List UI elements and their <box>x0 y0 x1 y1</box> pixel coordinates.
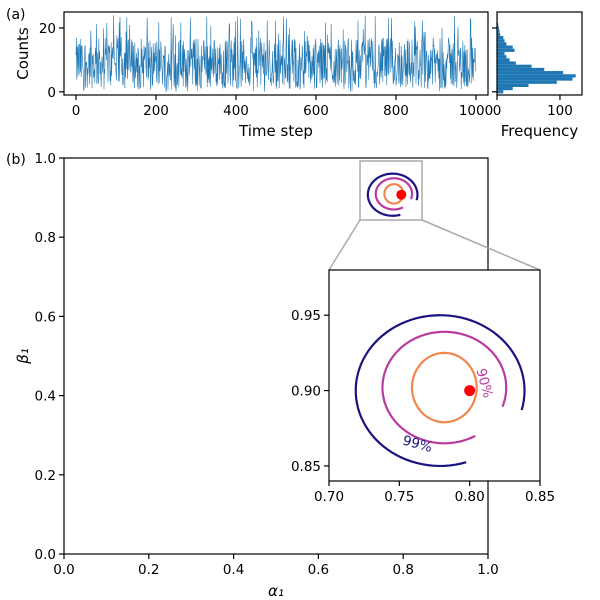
inset-panel: 99% 90% 0.70 0.75 0.80 0.85 0.85 0.90 0.95 <box>291 269 555 505</box>
histogram-bar <box>497 32 501 36</box>
y-tick-label: 0.95 <box>291 308 321 324</box>
overview-contour <box>366 172 419 217</box>
x-tick-label: 0.6 <box>308 562 329 578</box>
x-tick-label: 800 <box>383 103 409 119</box>
y-axis-title: Counts <box>14 27 32 80</box>
histogram-bar <box>497 77 573 81</box>
histogram-bar <box>497 23 499 27</box>
contour-90 <box>381 330 508 445</box>
counts-series-line <box>75 15 476 92</box>
y-tick-label: 0.8 <box>35 230 56 246</box>
panel-a-label: (a) <box>6 7 26 23</box>
inset-background <box>329 270 540 481</box>
y-tick-label: 0.6 <box>35 309 56 325</box>
histogram-bar <box>497 51 505 56</box>
histogram-bar <box>497 74 576 78</box>
histogram-bar <box>497 83 529 88</box>
y-tick-label: 0 <box>47 85 56 101</box>
histogram-bar <box>497 42 507 46</box>
zoom-connector-right <box>421 219 541 271</box>
histogram-bar <box>497 90 504 94</box>
timeseries-frame <box>63 11 489 96</box>
inset-frame <box>328 269 541 482</box>
x-tick-label: 0.0 <box>53 562 74 578</box>
histogram-bar <box>497 67 545 72</box>
zoom-connector-left <box>328 219 361 271</box>
x-tick-label: 0.80 <box>455 489 485 505</box>
overview-point <box>396 189 407 200</box>
panel-b-label: (b) <box>6 152 26 168</box>
y-tick-label: 20 <box>39 21 56 37</box>
x-tick-label: 100 <box>547 103 573 119</box>
x-tick-label: 0.85 <box>525 489 555 505</box>
y-axis-title: β₁ <box>14 348 32 365</box>
x-tick-label: 0.2 <box>138 562 159 578</box>
y-tick-label: 0.0 <box>35 547 56 563</box>
x-tick-label: 0 <box>72 103 81 119</box>
y-tick-label: 0.85 <box>291 459 321 475</box>
histogram-bar <box>497 48 515 52</box>
histogram-bar <box>497 64 532 68</box>
histogram-frame <box>496 11 583 96</box>
y-tick-label: 0.2 <box>35 468 56 484</box>
histogram-bar <box>497 61 516 65</box>
timeseries-panel: 0 200 400 600 800 1000 0 20 Time step Counts <box>14 11 493 140</box>
x-tick-label: 400 <box>223 103 249 119</box>
histogram-bar <box>497 55 507 59</box>
x-axis-title: α₁ <box>268 582 284 600</box>
histogram-bar <box>497 58 510 62</box>
histogram-bar <box>497 35 504 40</box>
contour-50 <box>410 351 478 424</box>
x-tick-label: 1.0 <box>477 562 498 578</box>
x-tick-label: 200 <box>143 103 169 119</box>
zoom-box <box>359 160 423 221</box>
x-tick-label: 0.8 <box>392 562 413 578</box>
x-tick-label: 0.70 <box>314 489 344 505</box>
x-tick-label: 0 <box>493 103 502 119</box>
histogram-bar <box>497 87 513 91</box>
x-axis-title: Time step <box>238 122 313 140</box>
x-tick-label: 0.75 <box>384 489 414 505</box>
histogram-bar <box>497 45 513 49</box>
x-tick-label: 0.4 <box>223 562 244 578</box>
overview-contour <box>383 183 405 205</box>
estimate-point <box>464 385 476 397</box>
x-tick-label: 600 <box>303 103 329 119</box>
histogram-bar <box>497 71 564 75</box>
histogram-panel: 0 100 Frequency <box>492 11 583 140</box>
histogram-bar <box>497 39 505 43</box>
contour-99 <box>354 314 526 468</box>
y-tick-label: 0.4 <box>35 389 56 405</box>
histogram-bar <box>497 26 499 30</box>
y-tick-label: 0.90 <box>291 384 321 400</box>
y-tick-label: 1.0 <box>35 151 56 167</box>
overview-contour <box>374 177 414 211</box>
contour-label: 99% <box>401 433 434 456</box>
histogram-bar <box>497 80 557 84</box>
histogram-bar <box>497 29 500 33</box>
x-tick-label: 1000 <box>459 103 493 119</box>
x-axis-title: Frequency <box>501 122 579 140</box>
contour-label: 90% <box>473 367 496 400</box>
